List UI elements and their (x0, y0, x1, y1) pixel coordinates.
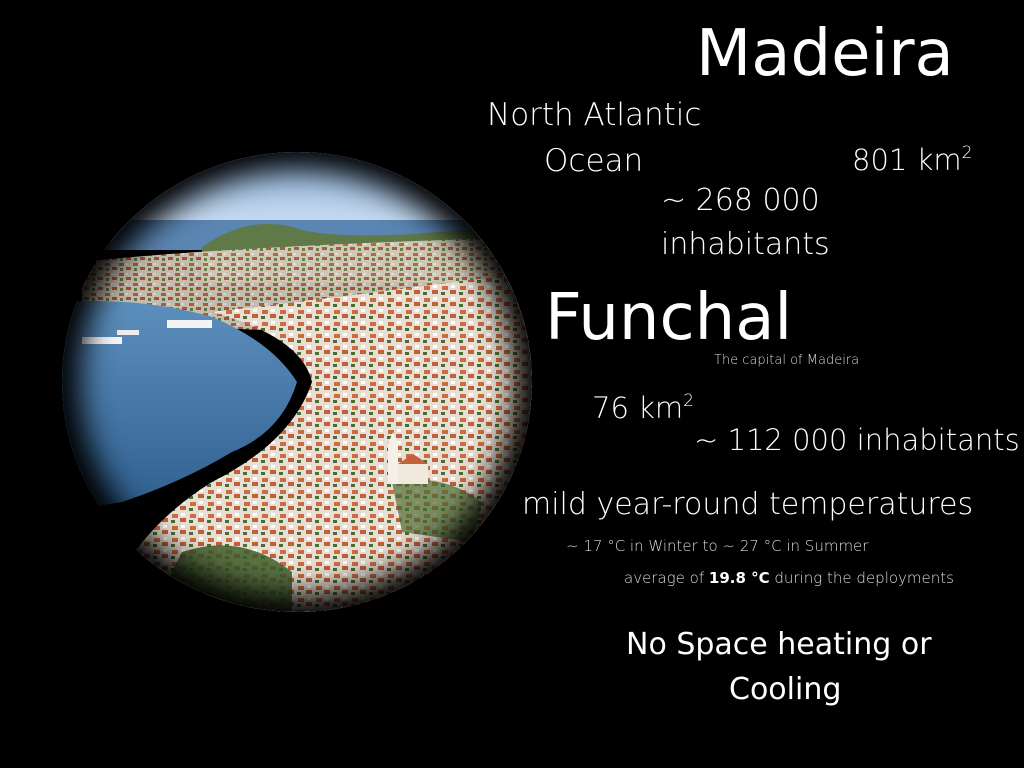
capital-name: Funchal (545, 281, 793, 355)
funchal-area-value: 76 km (592, 391, 684, 425)
funchal-photo (62, 152, 532, 612)
average-value: 19.8 °C (708, 569, 770, 587)
madeira-area: 801 km2 (852, 143, 973, 177)
ocean-label-line2: Ocean (544, 143, 644, 179)
funchal-population: ~ 112 000 inhabitants (694, 423, 1020, 457)
madeira-population-line1: ~ 268 000 (661, 183, 820, 218)
page-title: Madeira (696, 17, 954, 91)
average-prefix: average of (624, 569, 709, 587)
heating-note-line1: No Space heating or (626, 627, 932, 662)
climate-heading: mild year-round temperatures (522, 487, 974, 522)
ocean-label-line1: North Atlantic (487, 97, 702, 133)
madeira-area-exponent: 2 (961, 143, 973, 163)
funchal-area: 76 km2 (592, 391, 694, 425)
madeira-population-line2: inhabitants (661, 227, 830, 262)
temperature-range: ~ 17 °C in Winter to ~ 27 °C in Summer (566, 537, 869, 555)
madeira-area-value: 801 km (852, 143, 962, 177)
capital-caption: The capital of Madeira (714, 353, 860, 368)
heating-note-line2: Cooling (729, 672, 842, 707)
funchal-photo-illustration (62, 152, 532, 612)
funchal-area-exponent: 2 (683, 391, 694, 411)
average-temperature: average of 19.8 °C during the deployment… (624, 569, 954, 587)
average-suffix: during the deployments (769, 569, 954, 587)
